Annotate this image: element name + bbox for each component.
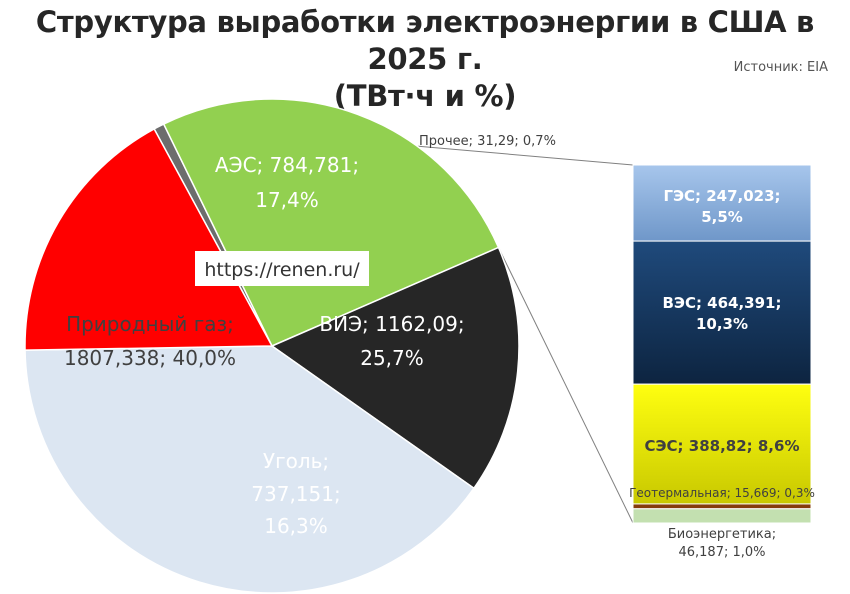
data-labels: ВИЭ; 1162,09; 25,7% Уголь; 737,151; 16,3% При… [64,134,815,560]
pie-label-ВИЭ-0: ВИЭ; 1162,09; [319,312,464,336]
pie-label-Природный газ-1: 1807,338; 40,0% [64,346,236,370]
chart-title-line1: Структура выработки электроэнергии в США… [35,5,815,76]
pie-slices [24,98,520,594]
pie-slice-2 [270,246,520,490]
bar-segment-3 [632,503,812,510]
pie-label-ВИЭ-1: 25,7% [360,346,424,370]
bar-segment-1 [632,240,812,385]
pie-label-Уголь-0: Уголь; [263,449,329,473]
chart-title-line2: (ТВт·ч и %) [333,79,517,113]
bar-label-Геотермальная-0: Геотермальная; 15,669; 0,3% [629,486,815,500]
pie-label-Уголь-1: 737,151; [251,482,340,506]
bar-label-Биоэнергетика-1: 46,187; 1,0% [678,545,765,560]
bar-label-ВЭС-1: 10,3% [696,315,748,333]
pie-slice-4 [24,127,274,351]
pie-label-АЭС-0: АЭС; 784,781; [215,153,359,177]
bar-segment-4 [632,508,812,524]
pie-label-other: Прочее; 31,29; 0,7% [419,134,556,149]
connector-bottom [498,247,634,524]
source-label: Источник: EIA [733,60,828,75]
pie-label-Природный газ-0: Природный газ; [66,312,234,336]
chart-title: Структура выработки электроэнергии в США… [0,4,850,115]
bar-label-ГЭС-1: 5,5% [701,208,743,226]
bar-label-ВЭС-0: ВЭС; 464,391; [663,294,782,312]
bar-label-СЭС-0: СЭС; 388,82; 8,6% [645,437,800,455]
watermark: https://renen.ru/ [195,251,369,286]
pie-label-АЭС-1: 17,4% [255,188,319,212]
watermark-text: https://renen.ru/ [204,259,360,281]
pie-slice-3 [24,345,475,594]
pie-label-Уголь-2: 16,3% [264,514,328,538]
bar-segment-2 [632,383,812,505]
bar-label-Биоэнергетика-0: Биоэнергетика; [668,527,776,542]
stacked-bar [632,164,812,524]
bar-label-ГЭС-0: ГЭС; 247,023; [663,187,780,205]
